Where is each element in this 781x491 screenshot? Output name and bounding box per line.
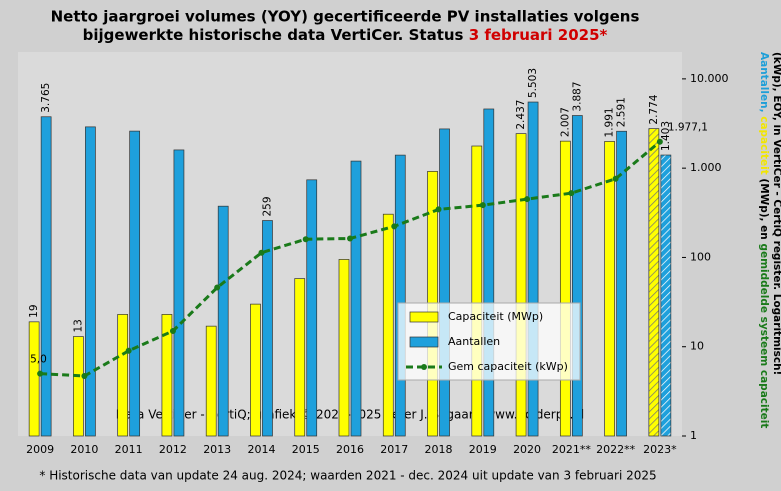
bar (205, 325, 217, 437)
y-axis-title-part: (MWp), en (758, 178, 770, 243)
line-marker (125, 347, 132, 354)
legend-label: Capaciteit (MWp) (448, 310, 543, 323)
bar (571, 115, 583, 437)
value-label: 3.887 (571, 81, 583, 111)
bar (338, 259, 350, 437)
y-tick-label: 1.000 (690, 161, 722, 174)
bar (394, 154, 406, 437)
x-tick-label: 2015 (292, 443, 320, 456)
line-marker (612, 175, 619, 182)
line-marker (302, 236, 309, 243)
bar (660, 154, 672, 437)
bar (73, 336, 84, 437)
line-marker (479, 202, 486, 209)
title-highlight: 3 februari 2025* (469, 26, 608, 44)
bar (85, 126, 96, 437)
bar (527, 101, 539, 437)
title-line: bijgewerkte historische data VertiCer. S… (83, 26, 469, 44)
legend-swatch (409, 336, 439, 348)
value-label: 1.991 (604, 107, 616, 137)
x-tick-label: 2014 (247, 443, 275, 456)
y-tick-label: 1 (690, 429, 697, 442)
value-label: 2.591 (616, 97, 628, 127)
line-marker (258, 249, 265, 256)
value-label: 259 (261, 196, 273, 216)
line-marker (81, 372, 88, 379)
bar (604, 141, 615, 437)
line-marker (391, 223, 398, 230)
legend-label: Gem capaciteit (kWp) (448, 360, 568, 373)
y-axis-title: Aantallen, capaciteit (MWp), en gemiddel… (758, 52, 770, 428)
bar (483, 108, 495, 437)
legend-label: Aantallen (448, 335, 500, 348)
x-tick-label: 2019 (469, 443, 497, 456)
line-marker (656, 138, 663, 145)
value-label: 3.765 (40, 83, 52, 113)
x-tick-label: 2017 (380, 443, 408, 456)
y-axis-title: (kWp), EOY, in VertiCer - CertiQ registe… (771, 52, 781, 375)
bar (350, 160, 362, 437)
bar (382, 213, 394, 437)
bar (40, 116, 52, 437)
chart-title: bijgewerkte historische data VertiCer. S… (83, 26, 608, 44)
y-axis-title-part: gemiddelde systeem capaciteit (758, 243, 770, 428)
line-marker (169, 327, 176, 334)
bar (648, 128, 660, 437)
bar (28, 321, 40, 437)
value-label: 1.977,1 (668, 122, 708, 134)
bar (306, 179, 318, 437)
bar (515, 133, 527, 437)
bar (471, 145, 483, 437)
line-marker (435, 206, 442, 213)
value-label: 2.774 (648, 94, 660, 124)
line-marker (347, 235, 353, 242)
value-label: 13 (72, 319, 84, 332)
line-marker (524, 196, 531, 203)
x-tick-label: 2021** (552, 443, 591, 456)
x-tick-label: 2018 (425, 443, 453, 456)
x-tick-label: 2011 (115, 443, 143, 456)
value-label: 5.503 (527, 68, 539, 98)
value-label: 5,0 (30, 354, 47, 366)
value-label: 2.437 (515, 100, 527, 130)
bar (173, 149, 185, 437)
bar (439, 128, 450, 437)
value-label: 1.403 (660, 121, 672, 151)
y-tick-label: 10.000 (690, 72, 729, 85)
x-tick-label: 2010 (70, 443, 98, 456)
value-label: 19 (28, 304, 40, 317)
bar (250, 303, 261, 437)
x-tick-label: 2020 (513, 443, 541, 456)
chart-title: Netto jaargroei volumes (YOY) gecertific… (51, 8, 640, 26)
bar (559, 140, 571, 437)
bar (161, 314, 173, 437)
legend-swatch (421, 364, 427, 370)
watermark: Data VertiCer - CertiQ; grafiek © 2023-2… (116, 408, 585, 422)
line-marker (214, 284, 221, 291)
x-tick-label: 2022** (596, 443, 635, 456)
legend-swatch (409, 311, 439, 323)
x-tick-label: 2012 (159, 443, 187, 456)
y-tick-label: 10 (690, 340, 704, 353)
y-axis-title-part: capaciteit (758, 116, 770, 178)
x-tick-label: 2009 (26, 443, 54, 456)
line-marker (37, 370, 44, 377)
bar (262, 220, 273, 437)
y-axis-title-part: (kWp), EOY, in VertiCer - CertiQ registe… (771, 52, 781, 375)
x-tick-label: 2023* (643, 443, 677, 456)
bar (117, 314, 129, 437)
bar (616, 130, 627, 437)
x-tick-label: 2013 (203, 443, 231, 456)
line-marker (568, 190, 575, 197)
bar (217, 205, 229, 437)
bar (129, 130, 141, 437)
x-tick-label: 2016 (336, 443, 364, 456)
y-tick-label: 100 (690, 250, 711, 263)
footnote: * Historische data van update 24 aug. 20… (39, 469, 656, 483)
bar (294, 278, 306, 437)
y-axis-title-part: Aantallen, (758, 52, 770, 116)
value-label: 2.007 (559, 107, 571, 137)
